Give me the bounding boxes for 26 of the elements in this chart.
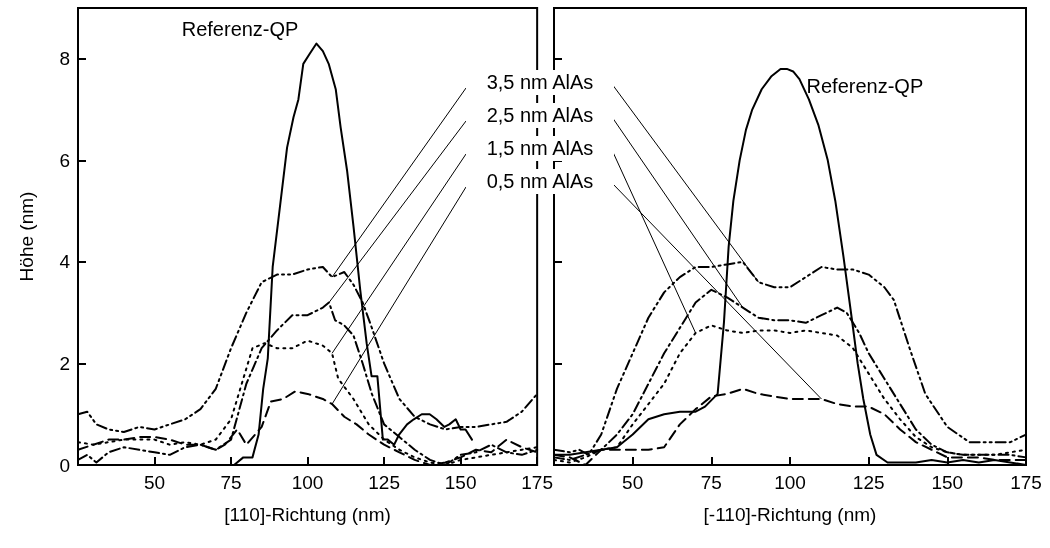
x-tick-label: 150 [931,472,964,493]
y-tick-label: 2 [59,352,70,374]
x-tick-label: 150 [444,472,477,493]
x-tick-label: 100 [774,472,806,493]
y-tick-label: 4 [59,251,71,273]
text: 0,5 nm AlAs [486,170,594,192]
x-tick-label: 125 [852,472,885,493]
x-tick-label: 50 [622,472,644,493]
y-tick-label: 8 [59,48,70,70]
x-tick-label: 100 [291,472,324,493]
x-tick-label: 175 [521,472,553,493]
y-axis-title: Höhe (nm) [16,191,37,282]
y-tick-label: 0 [59,454,70,476]
text: 3,5 nm AlAs [486,71,594,93]
y-tick-label: 6 [59,149,70,171]
x-tick-label: 75 [700,472,722,493]
x-axis-title: [-110]-Richtung (nm) [703,504,877,525]
x-tick-label: 50 [143,472,166,493]
x-tick-label: 75 [220,472,242,493]
text: 2,5 nm AlAs [486,104,594,126]
x-tick-label: 175 [1010,472,1042,493]
x-tick-label: 125 [368,472,400,493]
x-axis-title: [110]-Richtung (nm) [224,504,391,525]
series-label: Referenz-QP [181,17,299,40]
series-label: Referenz-QP [806,74,924,97]
text: 1,5 nm AlAs [486,137,594,159]
